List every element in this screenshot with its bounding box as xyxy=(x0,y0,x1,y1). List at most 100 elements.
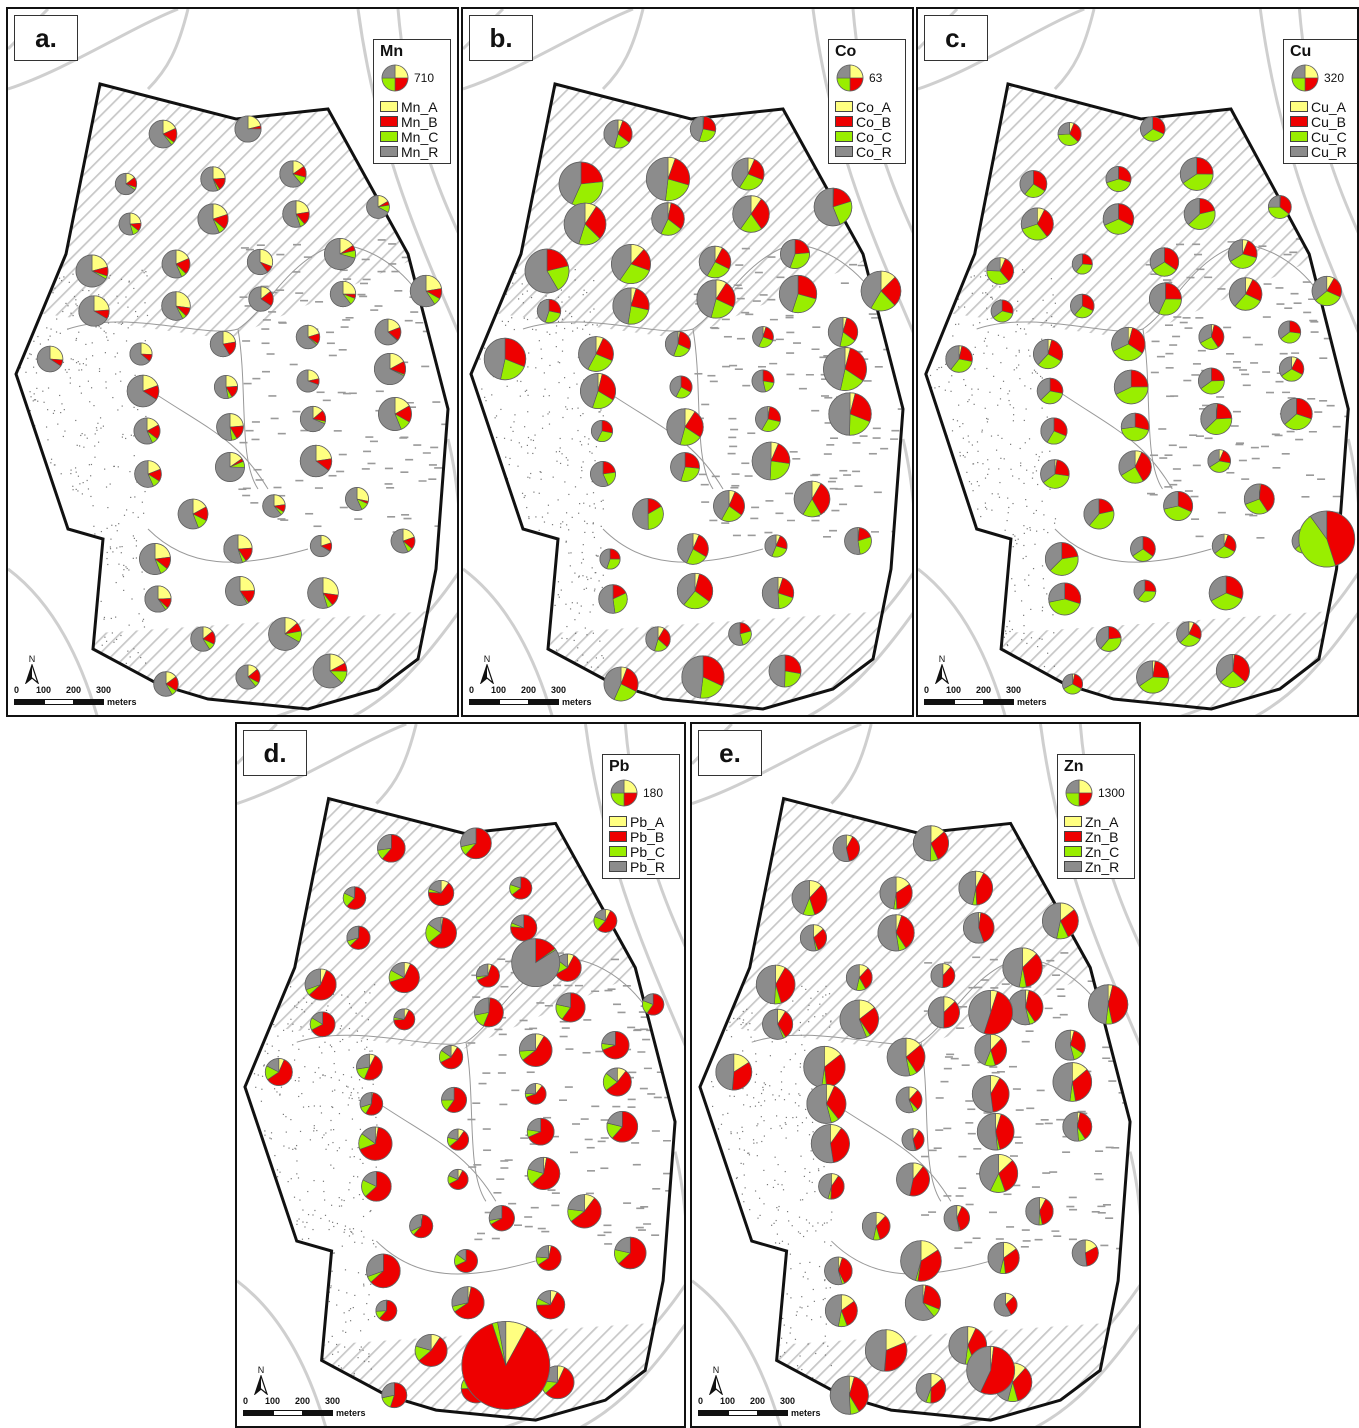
legend-item: Cu_R xyxy=(1290,144,1356,159)
scale-tick: 200 xyxy=(521,685,537,695)
sample-pie xyxy=(1019,170,1048,198)
sample-pie xyxy=(828,392,872,436)
scale-unit: meters xyxy=(336,1408,366,1418)
sample-pie xyxy=(1278,320,1302,344)
sample-pie xyxy=(359,1092,384,1116)
scale-tick: 300 xyxy=(325,1396,341,1406)
sample-pie xyxy=(713,490,745,522)
legend-item: Zn_R xyxy=(1064,859,1130,874)
scale-tick: 0 xyxy=(924,685,930,695)
sample-pie xyxy=(731,157,765,191)
sample-pie xyxy=(824,1256,853,1286)
sample-pie xyxy=(1139,116,1166,142)
sample-pie xyxy=(190,626,216,652)
scale-unit: meters xyxy=(1017,697,1047,707)
sample-pie xyxy=(896,1162,930,1197)
sample-pie xyxy=(799,924,828,952)
sample-pie xyxy=(483,337,527,381)
sample-pie xyxy=(1083,498,1115,530)
sample-pie xyxy=(148,119,178,149)
sample-pie xyxy=(200,166,226,192)
legend-item: Zn_A xyxy=(1064,814,1130,829)
sample-pie xyxy=(358,1126,393,1161)
sample-pie xyxy=(823,347,867,391)
legend-item: Cu_B xyxy=(1290,114,1356,129)
sample-pie xyxy=(979,1153,1019,1193)
legend-item: Co_R xyxy=(835,144,901,159)
sample-pie xyxy=(1071,253,1093,275)
sample-pie xyxy=(829,1375,869,1415)
sample-pie xyxy=(1020,207,1054,241)
legend-label: Mn_R xyxy=(401,143,439,160)
sample-pie xyxy=(1280,397,1313,431)
sample-pie xyxy=(728,622,752,646)
scale-tick: 0 xyxy=(14,685,20,695)
sample-pie xyxy=(248,286,274,312)
sample-pie xyxy=(356,1053,383,1081)
sample-pie xyxy=(603,119,633,149)
sample-pie xyxy=(558,161,604,207)
sample-pie xyxy=(296,369,320,393)
sample-pie xyxy=(366,1253,401,1289)
legend-swatch-b xyxy=(609,831,627,842)
panel-label: c. xyxy=(924,15,988,61)
sample-pie xyxy=(886,1037,926,1077)
map-panel-cu: c. Cu 320 Cu_A Cu_B Cu_C Cu_R N 0 100 200 3… xyxy=(916,7,1359,717)
sample-pie xyxy=(669,375,693,399)
sample-pie xyxy=(307,577,339,609)
sample-pie xyxy=(36,345,64,373)
sample-pie xyxy=(1065,779,1093,807)
sample-pie xyxy=(755,964,796,1005)
legend-label: Zn_C xyxy=(1085,843,1120,860)
sample-pie xyxy=(1149,247,1180,277)
legend-item: Pb_C xyxy=(609,844,675,859)
sample-pie xyxy=(1200,403,1233,435)
reference-value: 1300 xyxy=(1098,786,1125,800)
sample-pie xyxy=(1243,483,1275,515)
sample-pie xyxy=(611,244,651,284)
sample-pie xyxy=(1278,356,1305,382)
sample-pie xyxy=(299,444,333,478)
sample-pie xyxy=(78,295,110,327)
reference-pie xyxy=(1065,779,1093,807)
sample-pie xyxy=(126,374,160,408)
legend-item: Mn_B xyxy=(380,114,446,129)
sample-pie xyxy=(268,617,302,651)
north-arrow: N xyxy=(24,654,40,686)
sample-pie xyxy=(879,876,913,910)
sample-pie xyxy=(342,886,367,910)
legend-item: Co_C xyxy=(835,129,901,144)
legend-label: Cu_A xyxy=(1311,98,1347,115)
sample-pie xyxy=(488,1205,515,1232)
sample-pie xyxy=(689,115,717,143)
scale-bar: 0 100 200 300 meters xyxy=(924,685,1064,707)
sample-pie xyxy=(461,1320,551,1410)
sample-pie xyxy=(752,326,774,348)
sample-pie xyxy=(409,1214,434,1239)
sample-pie xyxy=(590,419,614,443)
sample-pie xyxy=(579,372,617,410)
sample-pie xyxy=(839,999,879,1040)
scale-unit: meters xyxy=(562,697,592,707)
sample-pie xyxy=(612,287,650,325)
sample-pie xyxy=(670,452,700,482)
sample-pie xyxy=(1002,947,1043,988)
legend-label: Cu_C xyxy=(1311,128,1347,145)
sample-pie xyxy=(279,160,307,188)
sample-pie xyxy=(901,1128,925,1152)
sample-pie xyxy=(414,1334,448,1367)
sample-pie xyxy=(197,203,229,235)
reference-pie xyxy=(836,64,864,92)
sample-pie xyxy=(1133,579,1157,603)
sample-pie xyxy=(666,408,704,446)
sample-pie xyxy=(1113,369,1149,405)
north-arrow-icon xyxy=(24,663,40,685)
sample-pie xyxy=(958,870,994,906)
sample-pie xyxy=(778,274,818,314)
legend-title: Pb xyxy=(609,758,630,775)
north-arrow: N xyxy=(934,654,950,686)
sample-pie xyxy=(1105,166,1132,192)
reference-value: 320 xyxy=(1324,71,1345,85)
legend-swatch-a xyxy=(1290,101,1308,112)
scale-tick: 300 xyxy=(1006,685,1022,695)
